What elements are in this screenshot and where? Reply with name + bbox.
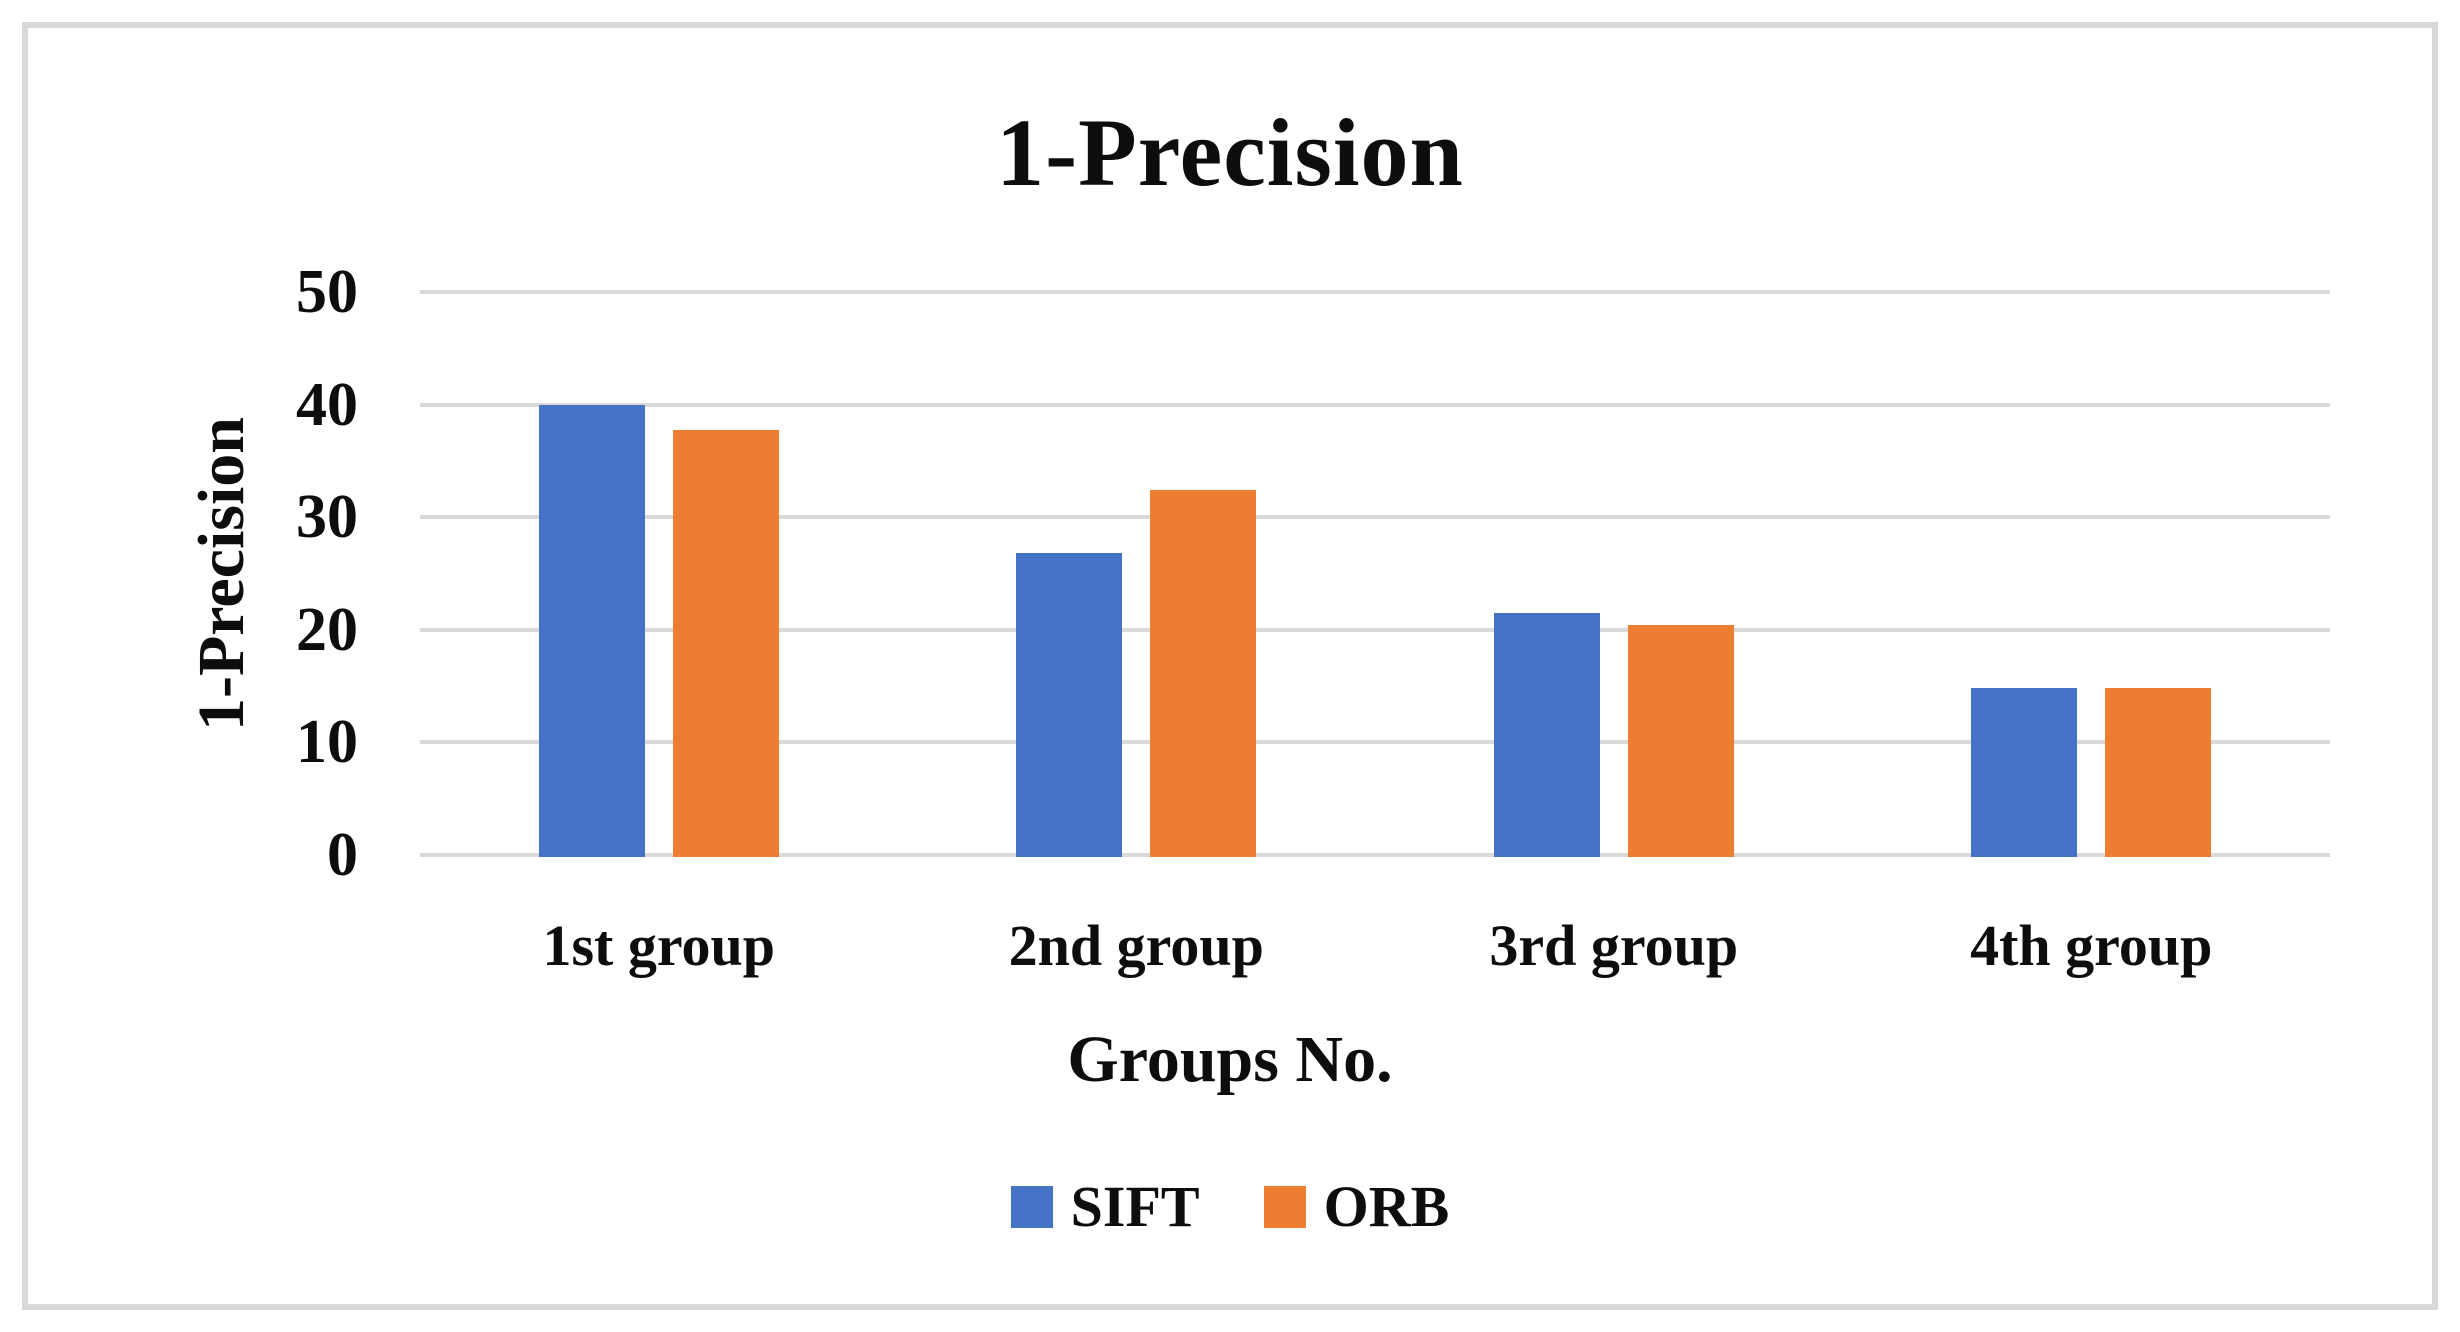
gridline-50 [420, 290, 2330, 294]
gridline-20 [420, 627, 2330, 632]
legend-label-sift: SIFT [1070, 1174, 1200, 1239]
x-category-label-3: 3rd group [1489, 913, 1739, 978]
y-tick-label-20: 20 [296, 595, 358, 664]
gridline-40 [420, 402, 2330, 407]
y-tick-label-40: 40 [296, 370, 358, 439]
y-tick-label-30: 30 [296, 483, 358, 552]
x-axis-title: Groups No. [1067, 1023, 1393, 1096]
y-axis-title: 1-Precision [185, 416, 258, 732]
y-tick-label-0: 0 [327, 821, 358, 889]
y-tick-label-10: 10 [296, 708, 358, 777]
legend: SIFT ORB [0, 1178, 2460, 1236]
gridline-0 [420, 853, 2330, 857]
bar-orb-group-2 [1150, 490, 1257, 857]
bar-sift-group-3 [1493, 612, 1600, 857]
gridline-30 [420, 515, 2330, 520]
legend-swatch-sift [1010, 1186, 1053, 1228]
gridline-10 [420, 740, 2330, 745]
chart-title: 1-Precision [996, 99, 1464, 206]
legend-item-sift: SIFT [1010, 1174, 1200, 1239]
y-tick-label-50: 50 [296, 258, 358, 326]
x-category-label-1: 1st group [542, 913, 776, 978]
bar-orb-group-1 [672, 430, 779, 857]
x-category-label-4: 4th group [1970, 913, 2213, 978]
bar-sift-group-1 [538, 404, 645, 857]
bar-orb-group-4 [2105, 688, 2212, 857]
bar-sift-group-2 [1016, 553, 1123, 857]
bar-sift-group-4 [1971, 688, 2078, 857]
legend-swatch-orb [1263, 1186, 1306, 1228]
x-category-label-2: 2nd group [1008, 913, 1264, 978]
bar-orb-group-3 [1627, 625, 1734, 857]
legend-label-orb: ORB [1323, 1174, 1450, 1239]
legend-item-orb: ORB [1263, 1174, 1450, 1239]
